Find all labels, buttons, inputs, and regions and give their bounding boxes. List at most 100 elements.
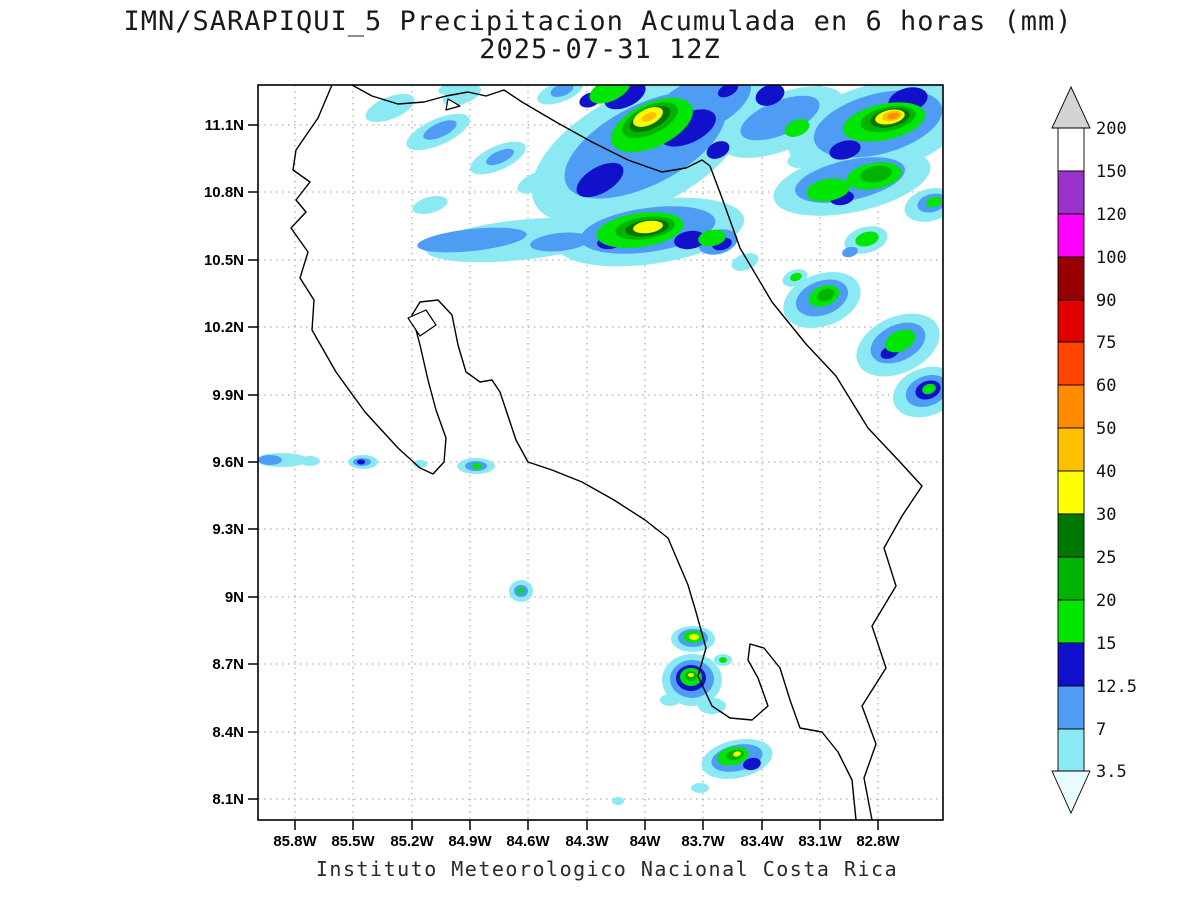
precip-contour [691,783,709,793]
colorbar-arrow-above-max [1051,85,1091,129]
colorbar-segment [1057,341,1085,386]
colorbar-label: 120 [1096,205,1127,225]
precip-contour [829,140,861,160]
lat-label: 8.1N [212,791,244,808]
precip-contour [790,272,802,282]
colorbar-segment [1057,728,1085,772]
attribution-footer: Instituto Meteorologico Nacional Costa R… [316,857,898,881]
colorbar-segment [1057,685,1085,730]
precip-contour [706,141,730,159]
precip-contour [884,329,916,353]
precip-contour [922,383,936,395]
precip-contour [258,455,282,465]
lat-label: 11.1N [205,117,244,134]
colorbar-label: 20 [1096,591,1116,611]
lon-label: 83.1W [798,833,842,850]
lon-label: 84.9W [448,833,492,850]
map-subtitle-datetime: 2025-07-31 12Z [479,34,721,65]
lon-label: 83.4W [740,833,784,850]
colorbar-segment [1057,513,1085,558]
colorbar-label: 75 [1096,333,1116,353]
lat-label: 8.4N [212,724,244,741]
colorbar-segment [1057,599,1085,644]
precip-contour [733,751,741,757]
precipitation-field [258,85,943,805]
precip-contour [633,220,663,234]
colorbar: 200 150 120 100 90 75 60 50 40 30 25 20 15 12.5 7 3.5 [1051,85,1137,815]
colorbar-label: 3.5 [1096,762,1127,782]
precip-contour [438,85,466,95]
precip-contour [530,232,590,252]
coastline-layer [290,85,923,820]
colorbar-label: 25 [1096,548,1116,568]
precip-contour [689,634,699,640]
precip-contour [300,456,320,466]
precip-contour [641,112,657,122]
precip-contour [806,178,850,202]
colorbar-label: 150 [1096,162,1127,182]
precip-contour [698,229,726,247]
colorbar-label: 30 [1096,505,1116,525]
colorbar-segment [1057,170,1085,215]
precip-contour [688,673,694,677]
colorbar-segment [1057,213,1085,258]
precip-contour [926,196,942,208]
precip-contour [365,93,415,123]
precip-contour [589,85,631,104]
colorbar-segment [1057,556,1085,601]
precip-contour [842,246,858,258]
colorbar-label: 100 [1096,248,1127,268]
precip-contour [576,162,624,198]
colorbar-label: 90 [1096,291,1116,311]
lon-label: 83.7W [681,833,725,850]
precip-contour [486,148,514,166]
lat-label: 9.3N [212,521,244,538]
lat-label: 9.9N [212,387,244,404]
map-frame [257,84,944,821]
gulf-island [407,309,437,337]
caribbean-coastline-and-border [351,85,923,820]
precip-contour [412,195,448,215]
colorbar-segment [1057,384,1085,429]
precip-contour [743,757,761,771]
colorbar-label: 60 [1096,376,1116,396]
lat-label: 10.8N [204,184,244,201]
lon-label: 84.3W [565,833,609,850]
precip-contour [719,657,727,663]
colorbar-segment [1057,127,1085,172]
precip-contour [787,148,823,168]
precip-contour [423,120,457,140]
lat-label: 9N [225,589,244,606]
precip-contour [887,112,899,120]
lon-label: 84.6W [506,833,550,850]
precip-contour [855,231,879,247]
pacific-coastline [290,85,857,820]
colorbar-segment [1057,299,1085,343]
colorbar-segment [1057,470,1085,515]
lat-label: 8.7N [212,656,244,673]
precip-contour [573,198,611,222]
precip-contour [817,288,835,302]
precip-contour [413,460,427,468]
colorbar-segment [1057,642,1085,687]
lon-label: 85.2W [390,833,434,850]
precip-contour [731,253,759,271]
colorbar-segment [1057,427,1085,472]
precip-contour [472,463,482,469]
lon-label: 84W [630,833,662,850]
colorbar-label: 40 [1096,462,1116,482]
precip-contour [612,797,624,805]
lake-island [445,98,461,111]
precip-contour [518,588,524,594]
colorbar-label: 50 [1096,419,1116,439]
lon-label: 85.5W [331,833,375,850]
colorbar-label: 12.5 [1096,677,1137,697]
latitude-axis: 11.1N 10.8N 10.5N 10.2N 9.9N 9.6N 9.3N 9N 8.7N 8.… [204,117,244,808]
lat-label: 9.6N [212,454,244,471]
precip-contour [717,85,739,98]
colorbar-label: 15 [1096,634,1116,654]
precip-contour [550,85,574,97]
precip-contour [860,165,892,183]
colorbar-arrow-below-min [1051,770,1091,815]
